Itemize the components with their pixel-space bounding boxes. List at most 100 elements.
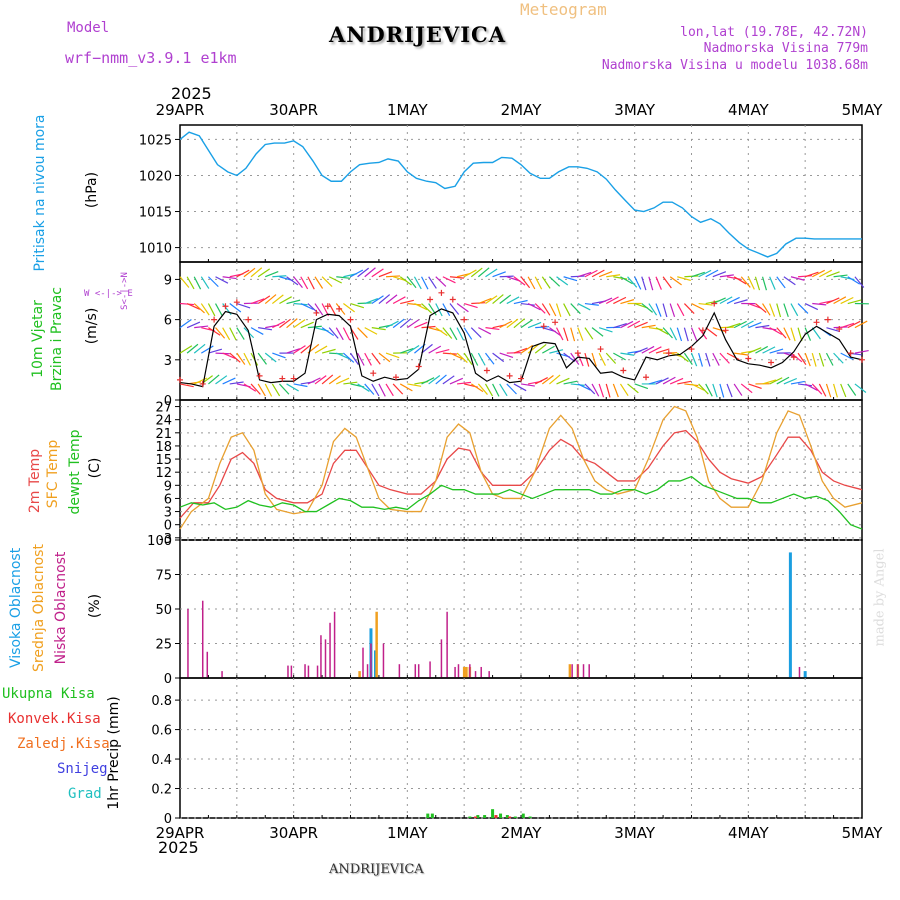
wind-gust-marker (233, 299, 240, 306)
y-tick-label: 1020 (139, 169, 172, 184)
y-tick-label: 0 (164, 519, 172, 534)
cloud-mid-bar (358, 671, 361, 678)
wind-barb (761, 276, 768, 291)
wind-barb (854, 320, 868, 329)
wind-barb (407, 345, 420, 354)
wind-barb (378, 383, 386, 397)
wind-barb (755, 303, 767, 313)
wind-barb (179, 383, 194, 388)
wind-barb (812, 302, 827, 306)
wind-barb (406, 319, 420, 329)
wind-barb (577, 352, 584, 367)
wind-barb (336, 276, 351, 279)
wind-barb (605, 352, 617, 364)
wind-barb (833, 274, 848, 278)
wind-barb (584, 269, 598, 278)
wind-barb (392, 296, 406, 305)
wind-barb (484, 383, 494, 397)
precip-legend-hail: Grad (68, 786, 102, 802)
wind-barb (726, 296, 740, 305)
wind-barb (456, 327, 464, 341)
wind-barb (740, 383, 753, 394)
wind-barb (371, 383, 380, 397)
wind-barb (350, 269, 364, 278)
wind-barb (634, 383, 649, 390)
wind-barb (364, 327, 378, 335)
wind-gust-marker (449, 296, 456, 303)
wind-barb (698, 302, 713, 306)
wind-barb (385, 294, 398, 305)
wind-barb (747, 276, 755, 290)
wind-barb (343, 303, 355, 313)
wind-barb (705, 383, 713, 397)
wind-barb (734, 352, 749, 356)
wind-gust-marker (836, 325, 843, 332)
wind-barb (776, 276, 786, 289)
wind-gust-marker (336, 305, 343, 312)
wind-barb (840, 352, 854, 361)
wind-gust-marker (711, 300, 718, 307)
y-tick-label: 12 (155, 466, 172, 481)
y-tick-label: 0 (164, 394, 172, 409)
tsfc-line (179, 405, 863, 530)
wind-gust-marker (847, 350, 854, 357)
wind-gust-marker (392, 374, 399, 381)
wind-barb (257, 295, 271, 305)
wind-barb (783, 276, 796, 286)
wind-barb (627, 383, 639, 394)
wind-barb (577, 303, 591, 311)
wind-barb (619, 383, 629, 396)
y-tick-label: 3 (164, 506, 172, 521)
wind-gust-marker (813, 319, 820, 326)
wind-gust-marker (427, 296, 434, 303)
wind-barb (527, 302, 541, 311)
wind-barb (662, 327, 673, 339)
wind-barb (328, 327, 339, 339)
wind-gust-marker (506, 372, 513, 379)
wind-barb (733, 276, 747, 285)
wind-barb (222, 327, 231, 341)
wind-barb (179, 319, 192, 329)
wind-barb (683, 327, 689, 342)
wind-barb (762, 303, 771, 316)
wind-barb (555, 303, 562, 318)
wind-barb (250, 298, 265, 305)
wind-barb (733, 299, 748, 305)
cloud-low-bar (571, 664, 573, 678)
wind-barb (414, 321, 428, 329)
wind-barb (456, 303, 469, 313)
wind-barb (421, 325, 436, 329)
precip-total-bar (491, 809, 495, 818)
wind-barb (272, 320, 286, 329)
wind-barb (485, 327, 500, 331)
y-tick-label: 21 (155, 427, 172, 442)
cloud-mid-bar (465, 666, 468, 678)
wind-barb (797, 303, 809, 314)
wind-barb (343, 381, 358, 385)
wind-barb (605, 383, 611, 398)
wind-barb (399, 383, 413, 392)
wind-barb (286, 299, 301, 305)
cloud-low-bar (480, 666, 482, 678)
wind-gust-marker (574, 350, 581, 357)
wind-barb (179, 276, 190, 288)
wind-barb (698, 269, 712, 278)
wind-barb (229, 327, 237, 341)
wind-barb (492, 294, 504, 304)
wind-barb (442, 276, 456, 284)
wind-barb (257, 268, 271, 278)
wind-barb (279, 296, 292, 305)
wind-barb (265, 270, 279, 278)
wind-barb (399, 276, 412, 286)
wind-barb (371, 268, 384, 278)
wind-barb (797, 352, 807, 366)
wind-barb (797, 383, 813, 387)
wind-barb (755, 345, 769, 354)
date-label-top: 4MAY (728, 101, 770, 119)
y-tick-label: 25 (155, 638, 172, 653)
wind-barb (293, 319, 306, 329)
wind-barb (243, 267, 256, 278)
wind-barb (811, 269, 825, 278)
wind-barb (286, 318, 298, 329)
